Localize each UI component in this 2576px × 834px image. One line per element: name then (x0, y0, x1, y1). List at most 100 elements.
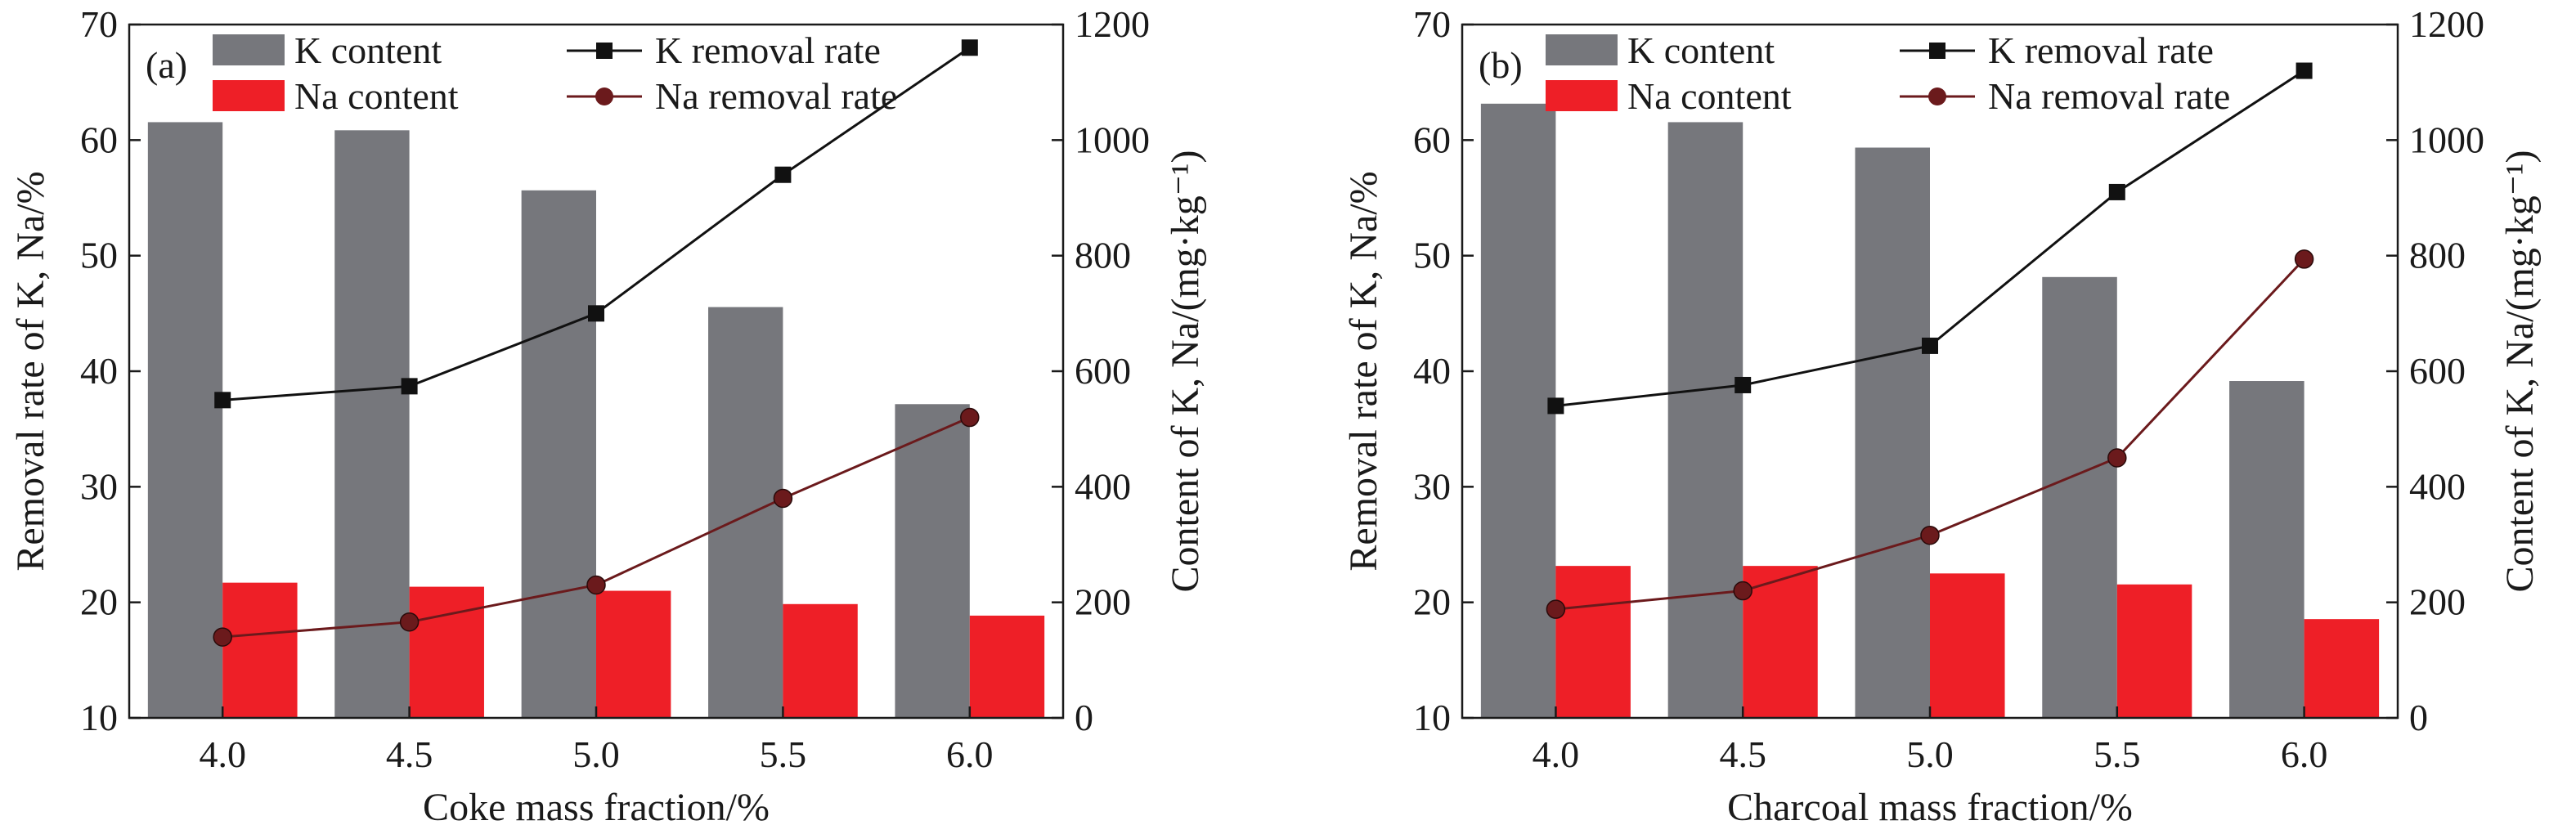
right-y-tick-label: 200 (1075, 581, 1131, 623)
k-content-bar (1855, 147, 1930, 718)
na-removal-rate-point (960, 407, 980, 428)
left-y-tick-label: 10 (1413, 697, 1451, 738)
left-y-tick-label: 60 (1413, 119, 1451, 160)
na-removal-rate-point (213, 627, 232, 647)
legend-label: K removal rate (1988, 29, 2214, 71)
legend-na-content-swatch (1546, 80, 1618, 111)
left-y-axis-title: Removal rate of K, Na/% (1342, 171, 1385, 571)
left-y-tick-label: 70 (80, 3, 118, 45)
na-content-bar (1555, 566, 1631, 718)
right-y-tick-label: 0 (2409, 697, 2428, 738)
legend-label: K content (294, 29, 442, 71)
right-y-tick-label: 600 (1075, 350, 1131, 392)
k-removal-rate-point (1735, 376, 1752, 393)
legend-label: Na content (1627, 75, 1792, 117)
na-removal-rate-point (773, 488, 793, 509)
right-y-tick-label: 1000 (2409, 119, 2484, 160)
left-y-tick-label: 20 (1413, 581, 1451, 623)
na-content-bar (409, 586, 484, 718)
right-y-tick-label: 600 (2409, 350, 2466, 392)
left-y-tick-label: 50 (80, 235, 118, 276)
legend-label: K content (1627, 29, 1775, 71)
na-removal-rate-point (1920, 525, 1940, 545)
right-y-tick-label: 800 (2409, 235, 2466, 276)
na-removal-rate-point (399, 612, 420, 632)
left-y-tick-label: 60 (80, 119, 118, 160)
left-y-tick-label: 50 (1413, 235, 1451, 276)
x-tick-label: 4.5 (386, 733, 433, 775)
x-axis-title: Charcoal mass fraction/% (1727, 786, 2133, 829)
legend-circle-marker (1928, 87, 1946, 105)
na-content-bar (1743, 566, 1818, 718)
x-tick-label: 5.0 (1906, 733, 1954, 775)
left-y-tick-label: 30 (1413, 465, 1451, 507)
right-y-tick-label: 800 (1075, 235, 1131, 276)
right-y-tick-label: 400 (2409, 465, 2466, 507)
legend-label: K removal rate (655, 29, 881, 71)
legend-label: Na removal rate (655, 75, 897, 117)
right-y-tick-label: 1000 (1075, 119, 1150, 160)
k-content-bar (895, 404, 970, 718)
right-y-tick-label: 1200 (1075, 3, 1150, 45)
x-tick-label: 6.0 (2281, 733, 2328, 775)
k-removal-rate-point (214, 392, 231, 409)
na-content-bar (783, 603, 858, 718)
x-tick-label: 4.0 (1533, 733, 1580, 775)
x-tick-label: 5.5 (760, 733, 807, 775)
x-tick-label: 6.0 (946, 733, 994, 775)
na-content-bar (1930, 573, 2005, 718)
k-removal-rate-point (2296, 62, 2313, 79)
chart-panel: 10 20 30 40 50 60 70 0 200 400 600 800 1000 1200 4.0 4.… (9, 3, 1207, 829)
left-y-axis-title: Removal rate of K, Na/% (9, 171, 52, 571)
right-y-axis-title: Content of K, Na/(mg·kg⁻¹) (1164, 150, 1207, 593)
x-tick-label: 5.5 (2094, 733, 2141, 775)
k-removal-rate-point (1922, 337, 1938, 354)
k-content-bar (2229, 381, 2304, 718)
x-tick-label: 5.0 (572, 733, 620, 775)
left-y-tick-label: 40 (80, 350, 118, 392)
k-content-bar (2042, 276, 2117, 718)
legend-square-marker (596, 43, 613, 59)
k-content-bar (521, 190, 596, 718)
k-content-bar (1480, 103, 1556, 718)
na-removal-rate-point (2294, 249, 2314, 269)
k-removal-rate-point (588, 305, 604, 322)
na-content-bar (222, 582, 298, 718)
na-removal-rate-point (1733, 581, 1752, 601)
na-removal-rate-point (586, 575, 606, 595)
right-y-tick-label: 1200 (2409, 3, 2484, 45)
k-removal-rate-point (774, 166, 792, 183)
legend-na-content-swatch (213, 80, 285, 111)
left-y-tick-label: 70 (1413, 3, 1451, 45)
legend-label: Na content (294, 75, 459, 117)
na-content-bar (969, 615, 1045, 718)
right-y-tick-label: 200 (2409, 581, 2466, 623)
x-axis-title: Coke mass fraction/% (423, 786, 770, 829)
k-removal-rate-point (401, 378, 418, 395)
left-y-tick-label: 20 (80, 581, 118, 623)
k-content-bar (708, 307, 783, 718)
legend-label: Na removal rate (1988, 75, 2230, 117)
k-content-bar (1667, 122, 1744, 719)
k-removal-rate-point (961, 39, 978, 56)
right-y-tick-label: 0 (1075, 697, 1093, 738)
legend-square-marker (1929, 43, 1945, 59)
legend-circle-marker (595, 87, 613, 105)
na-content-bar (2116, 584, 2192, 718)
legend-k-content-swatch (1546, 34, 1618, 65)
left-y-tick-label: 40 (1413, 350, 1451, 392)
left-y-tick-label: 30 (80, 465, 118, 507)
right-y-tick-label: 400 (1075, 465, 1131, 507)
panel-label: (b) (1479, 44, 1523, 86)
na-removal-rate-point (2107, 448, 2127, 468)
k-removal-rate-point (1547, 397, 1564, 415)
x-tick-label: 4.0 (199, 733, 246, 775)
k-removal-rate-point (2108, 183, 2125, 200)
panel-label: (a) (146, 44, 187, 86)
chart-panel: 10 20 30 40 50 60 70 0 200 400 600 800 1000 1200 4.0 4.… (1342, 3, 2542, 829)
legend-k-content-swatch (213, 34, 285, 65)
k-content-bar (334, 130, 410, 718)
left-y-tick-label: 10 (80, 697, 118, 738)
na-content-bar (2304, 619, 2380, 718)
